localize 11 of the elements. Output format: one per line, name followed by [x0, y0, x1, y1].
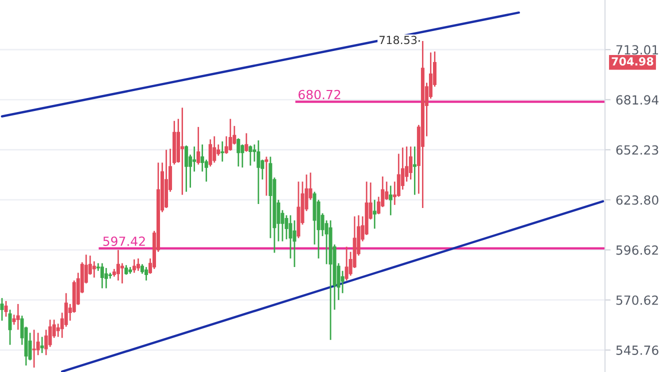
y-tick-label: 545.76: [616, 346, 658, 355]
y-tick-label: 596.62: [616, 245, 658, 255]
y-tick-label: 570.62: [616, 295, 658, 305]
y-tick-label: 681.94: [616, 95, 658, 105]
y-tick-label: 623.80: [616, 195, 658, 205]
text: 704.98: [612, 57, 654, 66]
y-tick-label: 713.01: [616, 45, 658, 55]
ref-line-label: 680.72: [298, 90, 340, 100]
ref-line-label: 597.42: [103, 236, 145, 246]
annotation: 718.53: [380, 36, 417, 44]
y-tick-label: 652.23: [616, 145, 658, 155]
